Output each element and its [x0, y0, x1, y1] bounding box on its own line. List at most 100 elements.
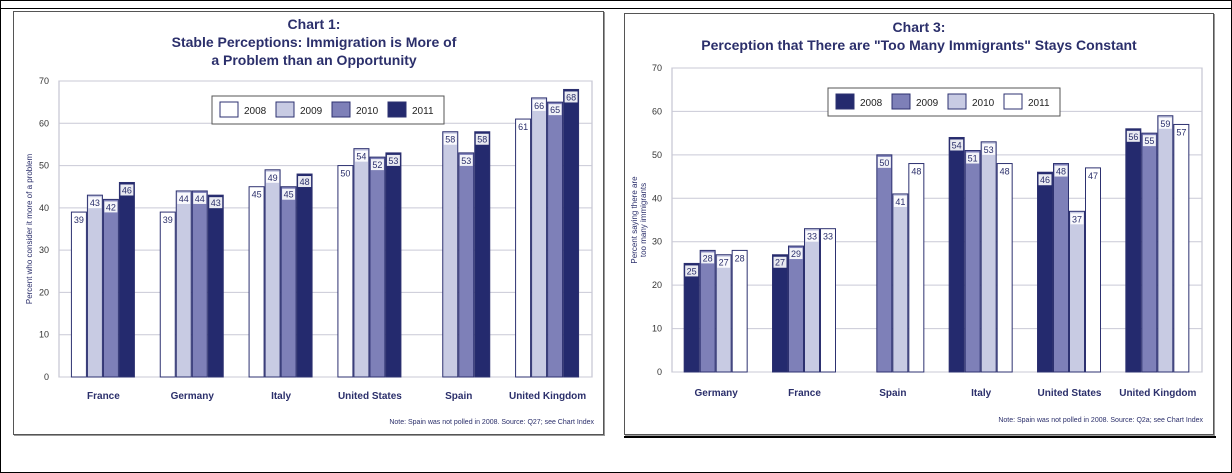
chart-1-ytick-40: 40 — [39, 203, 49, 213]
chart-3-data-label-united-states-2010: 37 — [1072, 214, 1082, 224]
chart-1-data-label-bg-germany-2010 — [193, 192, 207, 204]
chart-3-ytick-30: 30 — [652, 237, 662, 247]
chart-3-data-label-italy-2011: 48 — [1000, 167, 1010, 177]
chart-1-title-line-2: Stable Perceptions: Immigration is More … — [172, 34, 457, 50]
chart-1-ytick-20: 20 — [39, 287, 49, 297]
chart-3-bar-spain-2009 — [876, 154, 893, 373]
chart-1-data-label-bg-germany-2008 — [161, 214, 175, 226]
chart-3-data-label-bg-germany-2008 — [685, 265, 699, 277]
chart-1-data-label-bg-france-2008 — [72, 214, 86, 226]
chart-3-data-label-united-kingdom-2009: 55 — [1144, 136, 1154, 146]
chart-1-ytick-10: 10 — [39, 330, 49, 340]
chart-3-data-label-bg-germany-2011 — [733, 252, 747, 264]
chart-3-data-label-united-states-2009: 48 — [1056, 167, 1066, 177]
chart-3-data-label-bg-united-states-2009 — [1054, 165, 1068, 177]
chart-3-bar-spain-2011 — [908, 163, 925, 373]
chart-3-bar-united-states-2011 — [1085, 167, 1101, 373]
chart-3-data-label-italy-2009: 51 — [968, 154, 978, 164]
chart-3-data-label-germany-2008: 25 — [687, 266, 697, 276]
chart-3-ytick-40: 40 — [652, 193, 662, 203]
chart-1-legend: 2008 2009 2010 2011 — [211, 95, 445, 125]
chart-3-ytick-10: 10 — [652, 324, 662, 334]
chart-3-legend-box — [827, 87, 1061, 117]
chart-1-bar-united-kingdom-2008 — [515, 118, 532, 378]
chart-1-category-italy: Italy — [271, 391, 291, 402]
chart-1-data-label-italy-2011: 48 — [300, 177, 310, 187]
chart-1-bar-united-states-2009 — [353, 148, 370, 378]
chart-3-bar-germany-2008 — [683, 262, 700, 373]
chart-1-data-label-bg-italy-2009 — [266, 171, 280, 183]
chart-1-bar-spain-2011 — [474, 131, 491, 378]
chart-3-bar-united-kingdom-2008 — [1125, 128, 1142, 373]
chart-3-data-label-bg-united-kingdom-2011 — [1174, 126, 1188, 138]
chart-1-data-label-bg-united-states-2009 — [354, 150, 368, 162]
chart-1-data-label-bg-spain-2011 — [475, 133, 489, 145]
chart-1-data-label-united-states-2010: 52 — [372, 160, 382, 170]
chart-1-data-label-united-states-2011: 53 — [388, 156, 398, 166]
chart-1-data-label-bg-italy-2010 — [282, 188, 296, 200]
chart-1-ytick-70: 70 — [39, 76, 49, 86]
chart-3-ytick-70: 70 — [652, 63, 662, 73]
chart-3-category-united-states: United States — [1038, 388, 1102, 399]
chart-1-data-label-germany-2008: 39 — [163, 215, 173, 225]
chart-3-category-italy: Italy — [971, 388, 991, 399]
chart-1-data-label-italy-2008: 45 — [252, 190, 262, 200]
chart-1-data-label-united-kingdom-2009: 66 — [534, 101, 544, 111]
frame-top-rule — [1, 8, 1231, 9]
chart-3-data-label-france-2011: 33 — [823, 232, 833, 242]
chart-1-data-label-france-2008: 39 — [74, 215, 84, 225]
chart-1-data-label-bg-united-states-2010 — [370, 159, 384, 171]
chart-1-panel: Chart 1: Stable Perceptions: Immigration … — [13, 11, 604, 435]
chart-1-bar-france-2011 — [118, 181, 135, 378]
chart-1-data-label-italy-2010: 45 — [284, 190, 294, 200]
chart-1-legend-label-2009: 2009 — [300, 106, 323, 117]
chart-3-bar-france-2010 — [804, 228, 820, 373]
chart-3-data-label-spain-2010: 41 — [895, 197, 905, 207]
chart-3-legend-label-2008: 2008 — [860, 98, 883, 109]
chart-1-title-line-3: a Problem than an Opportunity — [211, 52, 417, 68]
chart-3-category-france: France — [788, 388, 821, 399]
chart-3-data-label-bg-united-kingdom-2010 — [1158, 117, 1172, 129]
chart-3-data-label-bg-germany-2009 — [701, 252, 715, 264]
chart-3-panel: Chart 3: Perception that There are "Too M… — [624, 13, 1214, 435]
chart-1-bar-italy-2010 — [280, 186, 297, 378]
chart-3-data-label-bg-united-states-2008 — [1038, 174, 1052, 186]
chart-1-category-germany: Germany — [171, 391, 215, 402]
chart-1-legend-swatch-2008 — [219, 101, 239, 118]
chart-1-data-label-bg-italy-2008 — [250, 188, 264, 200]
chart-1-ytick-60: 60 — [39, 118, 49, 128]
chart-3-data-label-france-2008: 27 — [775, 258, 785, 268]
chart-1: Chart 1: Stable Perceptions: Immigration … — [25, 16, 594, 426]
chart-3-legend-label-2009: 2009 — [916, 98, 939, 109]
chart-1-data-label-italy-2009: 49 — [268, 173, 278, 183]
chart-1-legend-label-2008: 2008 — [244, 106, 267, 117]
chart-1-bar-germany-2008 — [159, 211, 176, 378]
chart-1-legend-swatch-2011 — [387, 101, 407, 118]
chart-3-bar-united-states-2010 — [1069, 210, 1085, 373]
chart-3-bar-france-2008 — [772, 254, 788, 373]
chart-1-ytick-30: 30 — [39, 245, 49, 255]
chart-3-legend-label-2010: 2010 — [972, 98, 995, 109]
chart-3-bar-germany-2011 — [731, 249, 748, 373]
chart-3-data-label-united-states-2011: 47 — [1088, 171, 1098, 181]
chart-3-title-line-1: Chart 3: — [893, 19, 946, 35]
chart-3-category-spain: Spain — [879, 388, 906, 399]
chart-1-bar-italy-2008 — [248, 186, 265, 378]
chart-3-data-label-bg-spain-2009 — [877, 156, 891, 168]
chart-3-data-label-spain-2009: 50 — [879, 158, 889, 168]
chart-1-data-label-france-2011: 46 — [122, 185, 132, 195]
chart-3-category-germany: Germany — [694, 388, 738, 399]
chart-1-data-label-united-kingdom-2011: 68 — [566, 92, 576, 102]
chart-3-category-united-kingdom: United Kingdom — [1119, 388, 1196, 399]
chart-1-data-label-bg-spain-2009 — [443, 133, 457, 145]
chart-3-ytick-60: 60 — [652, 106, 662, 116]
chart-3-bar-italy-2008 — [948, 136, 965, 373]
chart-1-bar-italy-2011 — [296, 173, 313, 378]
chart-3-data-label-bg-italy-2011 — [998, 165, 1012, 177]
chart-3-data-label-italy-2008: 54 — [952, 140, 962, 150]
chart-1-bar-france-2009 — [86, 194, 103, 378]
chart-3-data-label-france-2010: 33 — [807, 232, 817, 242]
chart-3-bar-united-states-2008 — [1037, 171, 1053, 373]
chart-1-data-label-bg-united-kingdom-2010 — [548, 104, 562, 116]
chart-1-bar-united-kingdom-2009 — [531, 97, 548, 378]
